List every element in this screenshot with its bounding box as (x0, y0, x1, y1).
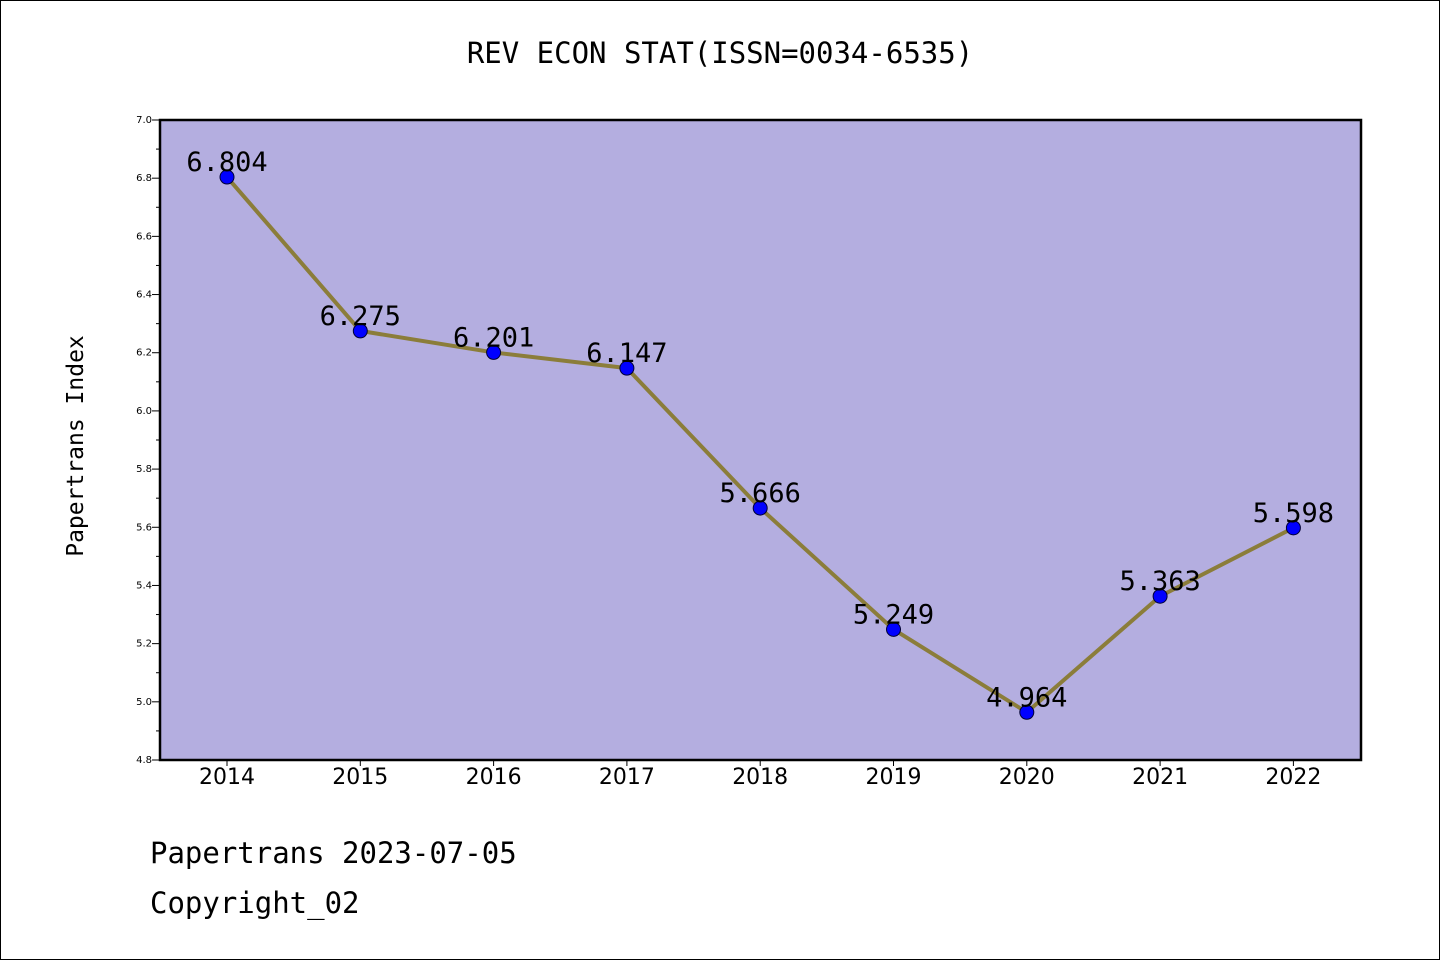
data-label: 5.363 (1119, 566, 1200, 597)
series-layer: 6.804 6.275 6.201 6.147 5.666 5.249 4.964 5.363… (186, 147, 1334, 720)
y-axis-ticks: 4.8 5.0 5.2 5.4 5.6 5.8 6.0 6.2 6.4 6.6 6.8 7.0 (136, 115, 160, 766)
plot-border (158, 118, 1363, 762)
data-point (619, 360, 635, 376)
data-point (352, 323, 368, 339)
y-tick-label: 4.8 (136, 755, 152, 766)
x-tick-label: 2017 (599, 765, 655, 790)
data-point (752, 500, 768, 516)
x-tick-label: 2018 (732, 765, 788, 790)
data-point (486, 344, 502, 360)
y-tick-label: 6.6 (136, 231, 152, 242)
data-label: 6.201 (453, 322, 534, 353)
x-tick-label: 2015 (332, 765, 388, 790)
y-tick-label: 5.0 (136, 697, 152, 708)
data-label: 6.804 (186, 147, 267, 178)
y-tick-label: 6.8 (136, 173, 152, 184)
x-tick-label: 2021 (1132, 765, 1188, 790)
data-point (886, 621, 901, 637)
y-tick-label: 6.0 (136, 406, 152, 417)
data-point (1285, 520, 1301, 536)
footer-copyright-line: Copyright_02 (150, 886, 360, 920)
data-label: 5.598 (1253, 498, 1334, 529)
data-point (219, 169, 235, 185)
x-tick-label: 2022 (1265, 765, 1321, 790)
chart-title: REV ECON STAT(ISSN=0034-6535) (466, 36, 974, 70)
y-tick-label: 5.8 (136, 464, 152, 475)
data-label: 6.147 (586, 338, 667, 369)
x-tick-label: 2019 (866, 765, 922, 790)
x-tick-label: 2016 (466, 765, 522, 790)
data-label: 5.666 (720, 478, 801, 509)
data-label: 5.249 (853, 599, 934, 630)
plot-area (160, 120, 1361, 760)
y-tick-label: 6.4 (136, 290, 152, 301)
y-tick-label: 5.4 (136, 580, 152, 591)
y-tick-label: 7.0 (136, 115, 152, 126)
x-tick-label: 2020 (999, 765, 1055, 790)
data-label: 6.275 (320, 301, 401, 332)
y-tick-label: 5.6 (136, 522, 152, 533)
y-tick-label: 5.2 (136, 639, 152, 650)
y-tick-label: 6.2 (136, 348, 152, 359)
data-point (1019, 704, 1035, 720)
data-label: 4.964 (986, 682, 1067, 713)
x-tick-label: 2014 (199, 765, 255, 790)
data-point (1152, 588, 1168, 604)
x-axis-ticks: 2014 2015 2016 2017 2018 2019 2020 2021 2022 (199, 760, 1321, 790)
footer-date-line: Papertrans 2023-07-05 (150, 836, 517, 870)
